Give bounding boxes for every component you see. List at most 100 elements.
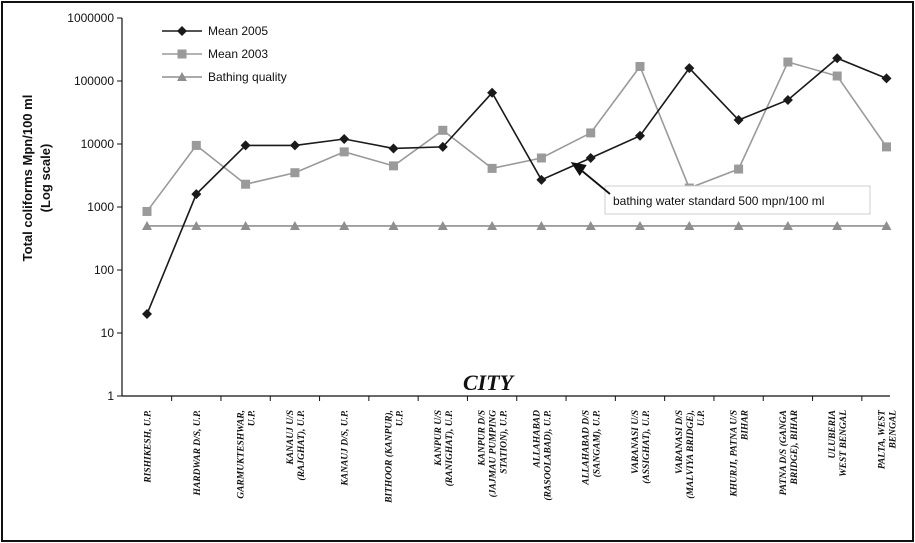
data-point [881, 73, 892, 84]
data-point [881, 220, 892, 230]
data-point [339, 220, 350, 230]
category-label-line: KANPUR U/S [434, 410, 444, 467]
legend: Mean 2005 Mean 2003 Bathing quality [162, 24, 287, 84]
data-point [388, 220, 399, 230]
data-point [240, 220, 251, 230]
legend-item: Bathing quality [162, 70, 287, 84]
data-point [832, 53, 843, 64]
category-label: KANPUR U/S (RANIGHAT), U.P. [434, 410, 455, 486]
data-point [487, 163, 497, 173]
data-point [585, 152, 596, 163]
data-point [438, 125, 448, 135]
category-label: RISHIKESH, U.P. [144, 410, 154, 484]
category-label-line: U.P. [248, 410, 258, 426]
category-label-line: KANPUR D/S [478, 410, 488, 467]
category-label-line: STATION), U.P. [499, 410, 510, 474]
data-point [437, 220, 448, 230]
y-tick-label: 10000 [81, 137, 115, 151]
data-point [177, 49, 187, 59]
data-point [635, 130, 645, 141]
y-tick-label: 1 [107, 389, 114, 403]
series-line [146, 57, 887, 315]
data-point [191, 189, 202, 200]
category-label-line: (MALVIYA BRIDGE), [685, 410, 696, 499]
category-label: BITHOOR (KANPUR), U.P. [384, 410, 406, 504]
data-point [289, 220, 300, 230]
data-point [536, 153, 546, 163]
category-label: ALLAHABAD D/S (SANGAM), U.P. [582, 410, 603, 486]
category-label-line: WEST BENGAL [839, 410, 849, 477]
data-point [782, 220, 793, 230]
category-label-line: (RANIGHAT), U.P. [444, 410, 455, 486]
data-point [241, 179, 251, 189]
y-axis-label-line-1: Total coliforms Mpn/100 ml [20, 95, 35, 262]
data-point [240, 140, 251, 151]
legend-label: Mean 2003 [208, 47, 268, 61]
data-point [487, 87, 498, 98]
series-layer [142, 53, 892, 320]
data-point [733, 220, 744, 230]
category-label-line: VARANASI U/S [631, 410, 641, 474]
data-point [882, 142, 891, 152]
category-label-line: BITHOOR (KANPUR), [384, 410, 395, 504]
category-label-line: VARANASI D/S [675, 410, 685, 474]
series-mean-2005 [142, 53, 892, 320]
y-tick-label: 100000 [74, 74, 114, 88]
data-point [832, 220, 843, 230]
category-label-line: BIHAR [741, 410, 751, 441]
category-label-line: GARMUKTESHWAR, [237, 410, 247, 499]
y-tick-label: 100 [94, 263, 114, 277]
category-label-line: KHURJI, PATNA U/S [730, 410, 740, 498]
legend-label: Mean 2005 [208, 24, 268, 38]
data-point [437, 141, 448, 152]
category-label: VARANASI D/S (MALVIYA BRIDGE), U.P. [675, 410, 707, 499]
y-tick-label: 1000 [87, 200, 114, 214]
category-labels: RISHIKESH, U.P. HARDWAR D/S, U.P. GARMUKTE… [144, 409, 899, 504]
category-label-line: KANAUJ U/S [286, 410, 296, 466]
legend-item: Mean 2003 [162, 47, 268, 61]
category-label: ULUBERIA WEST BENGAL [828, 410, 849, 477]
category-label-line: ULUBERIA [828, 410, 838, 459]
category-label-line: ALLAHABAD D/S [582, 410, 592, 486]
category-label: KANAUJ U/S (RAJGHAT), U.P. [286, 410, 307, 481]
data-point [684, 63, 695, 74]
y-axis-label: Total coliforms Mpn/100 ml (Log scale) [20, 95, 53, 262]
data-point [782, 94, 793, 105]
data-point [388, 143, 399, 154]
y-axis-label-line-2: (Log scale) [38, 144, 53, 213]
category-label: PALTA, WEST BENGAL [878, 409, 899, 469]
data-point [635, 61, 645, 71]
data-point [536, 220, 547, 230]
y-tick-label: 1000000 [67, 11, 114, 25]
data-point [733, 115, 744, 126]
y-ticks: 1 10 100 1000 10000 100000 1000000 [67, 11, 122, 403]
data-point [177, 26, 187, 36]
x-axis-label: CITY [463, 370, 516, 395]
category-label-line: PATNA D/S (GANGA [778, 410, 789, 495]
data-point [142, 309, 152, 320]
data-point [290, 168, 300, 178]
data-point [191, 220, 202, 230]
annotation-arrow-line [579, 168, 611, 195]
data-point [339, 147, 349, 157]
data-point [586, 128, 596, 138]
category-label-line: PALTA, WEST [878, 409, 888, 469]
category-label-line: KANAUJ D/S, U.P. [341, 410, 351, 487]
category-label: PATNA D/S (GANGA BRIDGE), BIHAR [778, 410, 800, 495]
data-point [487, 220, 498, 230]
data-point [783, 57, 793, 67]
category-label: HARDWAR D/S, U.P. [193, 410, 203, 496]
data-point [191, 140, 201, 150]
y-tick-label: 10 [101, 326, 115, 340]
category-label: GARMUKTESHWAR, U.P. [237, 410, 258, 499]
category-label-line: BRIDGE), BIHAR [789, 410, 800, 485]
category-label-line: HARDWAR D/S, U.P. [193, 410, 203, 496]
category-label-line: RISHIKESH, U.P. [144, 410, 154, 484]
category-label-line: U.P. [396, 410, 406, 426]
legend-label: Bathing quality [208, 70, 287, 84]
data-point [585, 220, 596, 230]
annotation: bathing water standard 500 mpn/100 ml [570, 162, 871, 215]
annotation-arrow-head [570, 162, 587, 176]
